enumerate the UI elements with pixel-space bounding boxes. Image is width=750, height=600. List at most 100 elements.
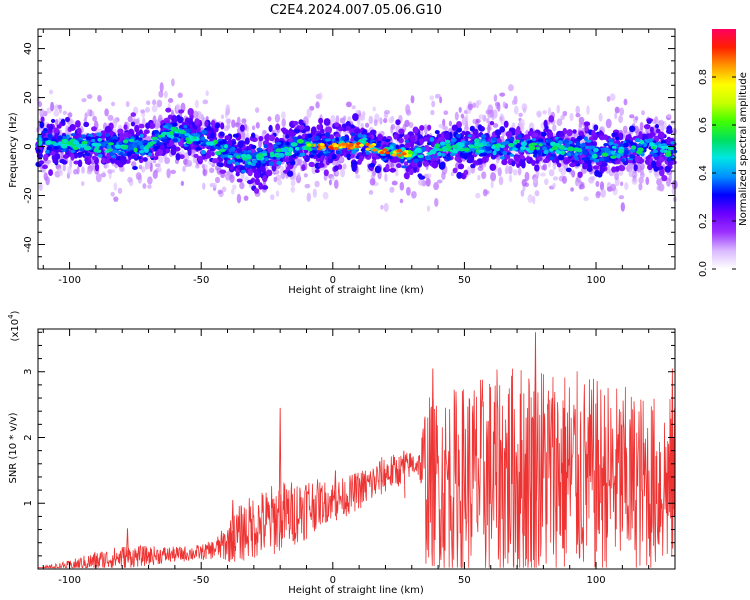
spectrogram-cell xyxy=(269,153,275,158)
spectrogram-cell xyxy=(142,157,148,162)
spectrogram-cell xyxy=(639,158,645,164)
spectrogram-cell xyxy=(52,142,59,147)
spectrogram-cell xyxy=(481,171,487,180)
spectrogram-cell xyxy=(165,107,172,113)
snr-peak xyxy=(333,470,337,521)
spectrogram-cell xyxy=(138,164,143,170)
spectrogram-cell xyxy=(419,125,425,131)
spectrogram-cell xyxy=(220,122,225,130)
spectrogram-cell xyxy=(451,124,459,131)
spectrogram-cell xyxy=(86,168,93,175)
spectrogram-cell xyxy=(314,168,320,174)
spectrogram-cell xyxy=(298,119,304,126)
spectrogram-cell xyxy=(511,160,516,167)
spectrogram-cell xyxy=(251,125,256,131)
spectrogram-cell xyxy=(596,171,603,178)
spectrogram-cell xyxy=(388,116,394,124)
spectrogram-cell xyxy=(269,194,275,201)
spectrogram-cell xyxy=(107,144,112,150)
spectrogram-cell xyxy=(622,125,628,133)
spectrogram-cell xyxy=(617,149,625,154)
spectrogram-y-axis-label: Frequency (Hz) xyxy=(8,112,19,188)
spectrogram-cell xyxy=(439,96,443,104)
spectrogram-cell xyxy=(204,120,209,127)
spectrogram-cell xyxy=(382,148,388,152)
spectrogram-cell xyxy=(593,157,600,163)
spectrogram-cell xyxy=(139,150,144,154)
spectrogram-cell xyxy=(614,171,619,181)
spectrogram-cell xyxy=(538,155,543,162)
spectrogram-cell xyxy=(235,171,240,177)
spectrogram-cell xyxy=(603,156,610,161)
spectrogram-cell xyxy=(600,188,607,198)
spectrogram-cell xyxy=(318,92,323,101)
spectrogram-cell xyxy=(372,148,378,152)
spectrogram-cell xyxy=(370,129,377,135)
spectrogram-cell xyxy=(583,121,591,127)
spectrogram-cell xyxy=(340,136,346,140)
spectrogram-cell xyxy=(209,147,216,152)
spectrogram-cell xyxy=(97,138,102,142)
colorbar-label: Normalized spectral amplitude xyxy=(738,72,749,226)
spectrogram-y-tick-label: -40 xyxy=(23,236,34,252)
spectrogram-cell xyxy=(134,142,139,146)
spectrogram-cell xyxy=(171,144,177,152)
spectrogram-cell xyxy=(333,144,339,148)
spectrogram-cell xyxy=(524,171,530,182)
spectrogram-cell xyxy=(264,157,269,162)
colorbar-tick: 0.6 xyxy=(698,117,736,133)
colorbar-tick-label: 0.8 xyxy=(698,69,709,85)
spectrogram-cell xyxy=(505,164,510,175)
spectrogram-cell xyxy=(104,125,111,133)
spectrogram-cell xyxy=(521,178,527,187)
spectrogram-cell xyxy=(232,133,239,138)
spectrogram-cell xyxy=(231,188,235,195)
spectrogram-cell xyxy=(49,89,54,95)
spectrogram-cell xyxy=(345,145,351,149)
spectrogram-cell xyxy=(499,144,506,149)
spectrogram-cell xyxy=(121,145,127,150)
spectrogram-cell xyxy=(223,144,228,149)
spectrogram-cell xyxy=(92,115,97,122)
spectrogram-cell xyxy=(255,122,260,129)
spectrogram-cell xyxy=(154,151,160,157)
spectrogram-cell xyxy=(508,84,514,92)
spectrogram-cell xyxy=(147,142,154,147)
spectrogram-cell xyxy=(396,153,402,157)
spectrogram-cell xyxy=(38,182,43,191)
spectrogram-cell xyxy=(100,172,107,178)
spectrogram-cell xyxy=(552,124,557,132)
spectrogram-cell xyxy=(408,168,414,176)
spectrogram-cell xyxy=(350,132,356,137)
spectrogram-cell xyxy=(238,140,245,145)
spectrogram-cell xyxy=(614,112,618,120)
spectrogram-cell xyxy=(634,116,639,121)
spectrogram-cell xyxy=(502,101,506,108)
spectrogram-cell xyxy=(360,148,366,152)
spectrogram-cell xyxy=(528,145,536,151)
spectrogram-cell xyxy=(650,145,656,150)
spectrogram-cell xyxy=(351,105,356,110)
spectrogram-cell xyxy=(69,123,76,131)
spectrogram-cell xyxy=(548,169,555,177)
spectrogram-cell xyxy=(112,135,118,140)
spectrogram-cell xyxy=(60,118,66,125)
spectrogram-cell xyxy=(569,162,576,168)
spectrogram-cell xyxy=(408,151,414,155)
spectrogram-cell xyxy=(340,168,346,178)
spectrogram-cell xyxy=(508,142,515,148)
spectrogram-cell xyxy=(267,116,272,122)
spectrogram-cell xyxy=(166,168,171,179)
spectrogram-cell xyxy=(81,181,85,186)
spectrogram-cell xyxy=(417,160,423,168)
spectrogram-cell xyxy=(240,169,247,174)
spectrogram-cell xyxy=(179,130,184,134)
spectrogram-cell xyxy=(576,148,583,153)
spectrogram-cell xyxy=(195,146,202,151)
spectrogram-cell xyxy=(504,140,510,145)
spectrogram-cell xyxy=(244,163,250,168)
spectrogram-cell xyxy=(499,155,506,160)
spectrogram-cell xyxy=(498,176,504,186)
spectrogram-cell xyxy=(57,167,63,174)
spectrogram-cell xyxy=(490,180,494,189)
